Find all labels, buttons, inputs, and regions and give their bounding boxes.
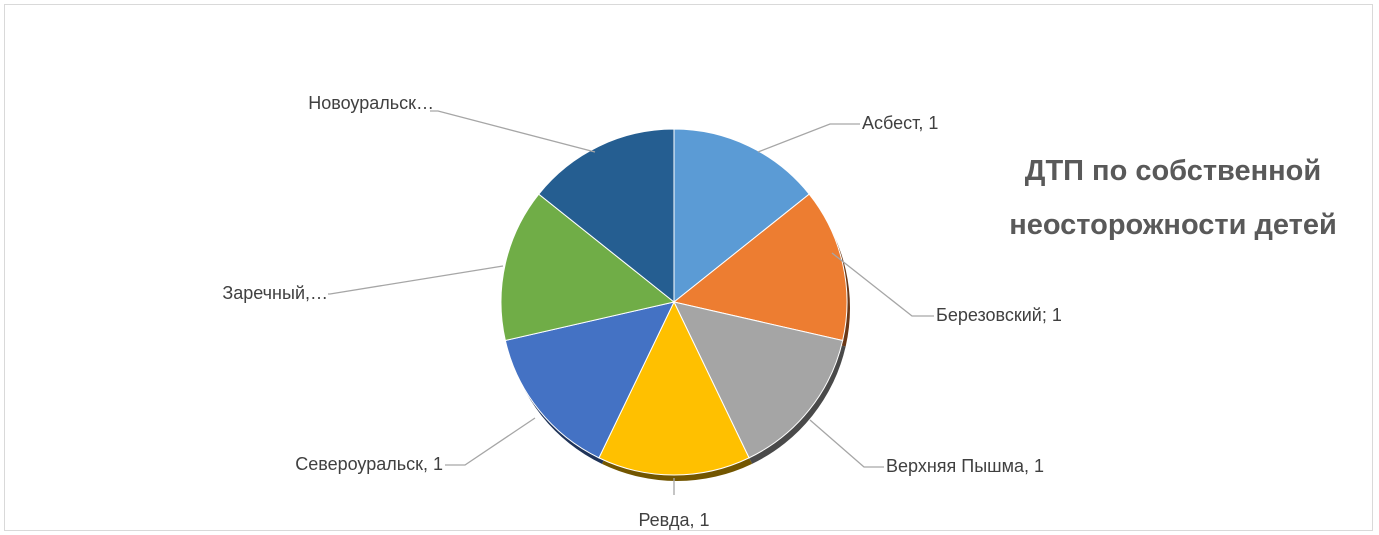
- leader-line-верхняя-пышма: [809, 419, 884, 468]
- pie-slice-верхняя-пышма: [673, 301, 844, 459]
- pie-slice-березовский: [672, 193, 848, 342]
- leader-line-березовский: [831, 252, 934, 317]
- pie-slice-асбест: [673, 128, 810, 304]
- data-label-заречный: Заречный,…: [222, 283, 328, 303]
- pie-slice-ревда: [598, 300, 750, 476]
- data-label-березовский: Березовский; 1: [936, 305, 1062, 325]
- leader-line-новоуральск: [430, 110, 596, 153]
- leader-line-асбест: [757, 123, 860, 153]
- data-label-ревда: Ревда, 1: [638, 510, 709, 530]
- leader-line-заречный: [328, 265, 504, 295]
- data-label-асбест: Асбест, 1: [862, 113, 938, 133]
- data-label-новоуральск: Новоуральск…: [308, 93, 434, 113]
- pie-slice-североуральск: [504, 301, 675, 459]
- pie-slice-новоуральск: [538, 128, 675, 304]
- data-label-североуральск: Североуральск, 1: [295, 454, 443, 474]
- data-label-верхняя-пышма: Верхняя Пышма, 1: [886, 456, 1044, 476]
- chart-title: ДТП по собственной неосторожности детей: [1009, 155, 1337, 241]
- pie-slice-заречный: [500, 193, 676, 342]
- leader-line-североуральск: [445, 417, 536, 466]
